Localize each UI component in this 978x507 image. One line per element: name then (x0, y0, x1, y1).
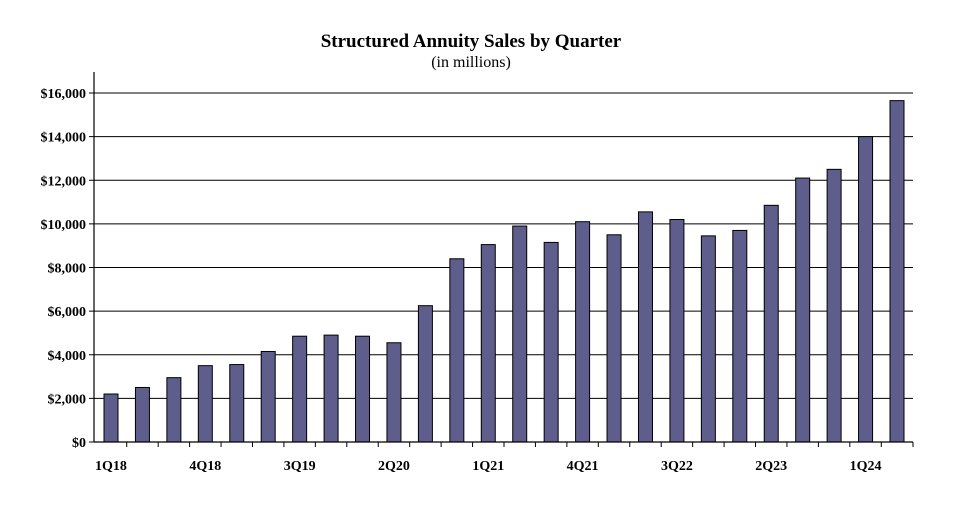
bar (103, 393, 119, 443)
bar (480, 244, 496, 443)
bar (386, 342, 402, 443)
bar (449, 258, 465, 443)
bar (355, 335, 371, 443)
bar (512, 225, 528, 443)
y-tick-label: $12,000 (41, 174, 87, 189)
chart-subtitle: (in millions) (431, 54, 511, 71)
bar (134, 386, 150, 443)
x-tick-label: 3Q19 (284, 459, 316, 474)
bar (732, 229, 748, 443)
x-tick-label: 4Q21 (567, 459, 599, 474)
y-tick-label: $16,000 (41, 87, 87, 102)
x-tick-label: 1Q24 (850, 459, 882, 474)
bar (229, 364, 245, 443)
x-tick-label: 4Q18 (189, 459, 221, 474)
x-axis-ticks: 1Q18 4Q18 3Q19 2Q20 1Q21 4Q21 3Q22 2Q23 1Q24 (95, 442, 914, 474)
bar (197, 365, 213, 443)
x-tick-label: 2Q23 (755, 459, 787, 474)
y-tick-label: $10,000 (41, 218, 87, 233)
bar (543, 241, 559, 443)
x-tick-label: 3Q22 (661, 459, 693, 474)
x-tick-label: 1Q21 (472, 459, 504, 474)
bars (103, 100, 905, 443)
x-tick-label: 2Q20 (378, 459, 410, 474)
bar (795, 177, 811, 443)
y-tick-label: $4,000 (48, 349, 87, 364)
bar (292, 335, 308, 443)
bar (889, 100, 905, 443)
bar (606, 234, 622, 443)
bar (669, 219, 685, 443)
y-tick-label: $8,000 (48, 262, 87, 277)
bar (575, 221, 591, 443)
bar (858, 136, 874, 443)
bar (637, 211, 653, 443)
y-axis-ticks: $0 $2,000 $4,000 $6,000 $8,000 $10,000 $12,000… (41, 87, 94, 451)
gridlines (94, 92, 913, 399)
y-tick-label: $14,000 (41, 131, 87, 146)
bar (763, 204, 779, 443)
y-tick-label: $0 (72, 436, 86, 451)
bar (700, 235, 716, 443)
axes (93, 72, 913, 443)
bar (417, 305, 433, 443)
bar (323, 334, 339, 443)
bar (166, 377, 182, 443)
x-tick-label: 1Q18 (95, 459, 127, 474)
y-tick-label: $2,000 (48, 392, 87, 407)
bar (826, 168, 842, 443)
chart-title: Structured Annuity Sales by Quarter (321, 31, 622, 52)
bar (260, 350, 276, 443)
y-tick-label: $6,000 (48, 305, 87, 320)
